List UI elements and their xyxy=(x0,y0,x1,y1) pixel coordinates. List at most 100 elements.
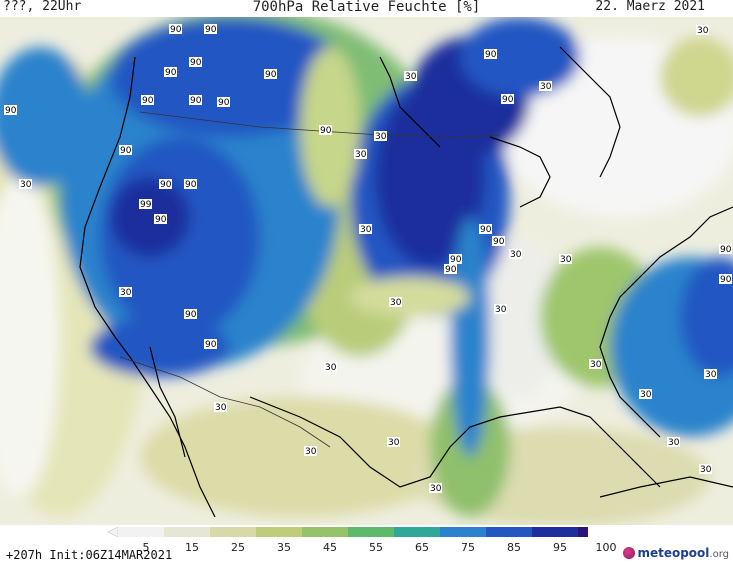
contour-label: 90 xyxy=(720,245,732,255)
colorbar-segment xyxy=(394,527,440,537)
contour-label-bg xyxy=(501,94,514,104)
contour-label: 90 xyxy=(190,58,202,68)
contour-label: 90 xyxy=(5,106,17,116)
contour-label: 30 xyxy=(388,438,400,448)
contour-label: 90 xyxy=(720,275,732,285)
contour-label-bg xyxy=(374,131,387,141)
forecast-date: 22. Maerz 2021 xyxy=(595,0,705,14)
colorbar-tick-label: 55 xyxy=(369,541,383,554)
logo-text: meteopool xyxy=(637,546,710,560)
colorbar-segment xyxy=(164,527,210,537)
contour-label-bg xyxy=(389,297,402,307)
contour-label-bg xyxy=(492,236,505,246)
contour-label-bg xyxy=(154,214,167,224)
colorbar-segment xyxy=(118,527,164,537)
contour-label: 90 xyxy=(190,96,202,106)
map-title: 700hPa Relative Feuchte [%] xyxy=(252,0,481,15)
contour-label: 30 xyxy=(360,225,372,235)
colorbar-segment xyxy=(302,527,348,537)
contour-label: 30 xyxy=(20,180,32,190)
contour-label: 90 xyxy=(185,310,197,320)
contour-label: 30 xyxy=(405,72,417,82)
contour-label: 30 xyxy=(668,438,680,448)
contour-label: 90 xyxy=(485,50,497,60)
contour-label-bg xyxy=(354,149,367,159)
contour-label-bg xyxy=(184,179,197,189)
colorbar-segment xyxy=(486,527,532,537)
contour-label-bg xyxy=(189,57,202,67)
coastlines xyxy=(79,46,733,518)
contour-label-bg xyxy=(139,199,152,209)
contour-label-bg xyxy=(719,244,732,254)
contour-label-bg xyxy=(429,483,442,493)
contour-label: 30 xyxy=(700,465,712,475)
contour-label-bg xyxy=(319,125,332,135)
contour-label: 30 xyxy=(215,403,227,413)
contour-label: 30 xyxy=(355,150,367,160)
contour-label-bg xyxy=(539,81,552,91)
contour-label: 30 xyxy=(495,305,507,315)
contour-label: 90 xyxy=(493,237,505,247)
humidity-map: 90 90 90 90 90 90 90 90 90 90 90 90 90 90 90 90 90 90 90 90… xyxy=(0,17,733,525)
contour-label: 30 xyxy=(390,298,402,308)
contour-label: 90 xyxy=(205,25,217,35)
logo-tld: .org xyxy=(709,549,729,560)
contour-label: 90 xyxy=(185,180,197,190)
humidity-field xyxy=(0,17,733,525)
contour-label-bg xyxy=(159,179,172,189)
contour-label: 30 xyxy=(590,360,602,370)
colorbar-tick-label: 15 xyxy=(185,541,199,554)
contour-label-bg xyxy=(667,437,680,447)
contour-label: 90 xyxy=(265,70,277,80)
contour-label-bg xyxy=(387,437,400,447)
contour-label: 90 xyxy=(142,96,154,106)
contour-label: 90 xyxy=(445,265,457,275)
contour-label: 90 xyxy=(502,95,514,105)
contour-label: 30 xyxy=(120,288,132,298)
forecast-valid-time: ???, 22Uhr xyxy=(3,0,82,14)
contour-label: 30 xyxy=(540,82,552,92)
contour-label-bg xyxy=(699,464,712,474)
contour-label-bg xyxy=(639,389,652,399)
colorbar-tick-label: 100 xyxy=(596,541,617,554)
colorbar-segment xyxy=(440,527,486,537)
contour-label-bg xyxy=(264,69,277,79)
contour-label-bg xyxy=(119,287,132,297)
contour-label-bg xyxy=(449,254,462,264)
header-bar: ???, 22Uhr 700hPa Relative Feuchte [%] 2… xyxy=(0,0,733,16)
contour-label-bg xyxy=(589,359,602,369)
contour-label-bg xyxy=(484,49,497,59)
contour-label-bg xyxy=(304,446,317,456)
contour-label-bg xyxy=(444,264,457,274)
contour-label: 30 xyxy=(640,390,652,400)
colorbar-tick-label: 65 xyxy=(415,541,429,554)
contour-label-bg xyxy=(479,224,492,234)
contour-label: 90 xyxy=(205,340,217,350)
colorbar-segment xyxy=(348,527,394,537)
contour-label: 99 xyxy=(140,200,152,210)
colorbar-start-triangle xyxy=(107,526,119,538)
contour-label-bg xyxy=(214,402,227,412)
contour-label-bg xyxy=(324,362,337,372)
contour-label-bg xyxy=(184,309,197,319)
meteopool-logo: meteopool.org xyxy=(623,546,729,560)
contour-label-bg xyxy=(204,24,217,34)
contour-label-bg xyxy=(4,105,17,115)
contour-label: 90 xyxy=(480,225,492,235)
contour-label: 30 xyxy=(705,370,717,380)
contour-label: 90 xyxy=(218,98,230,108)
colorbar: 5 15 25 35 45 55 65 75 85 95 100 xyxy=(107,526,618,557)
contour-label-bg xyxy=(204,339,217,349)
colorbar-tick-label: 35 xyxy=(277,541,291,554)
contour-label: 90 xyxy=(160,180,172,190)
colorbar-tick-label: 95 xyxy=(553,541,567,554)
contour-label-bg xyxy=(141,95,154,105)
contour-label-bg xyxy=(359,224,372,234)
contour-label-bg xyxy=(494,304,507,314)
contour-label-bg xyxy=(169,24,182,34)
contour-label: 30 xyxy=(325,363,337,373)
contour-label: 90 xyxy=(165,68,177,78)
colorbar-tick-label: 85 xyxy=(507,541,521,554)
